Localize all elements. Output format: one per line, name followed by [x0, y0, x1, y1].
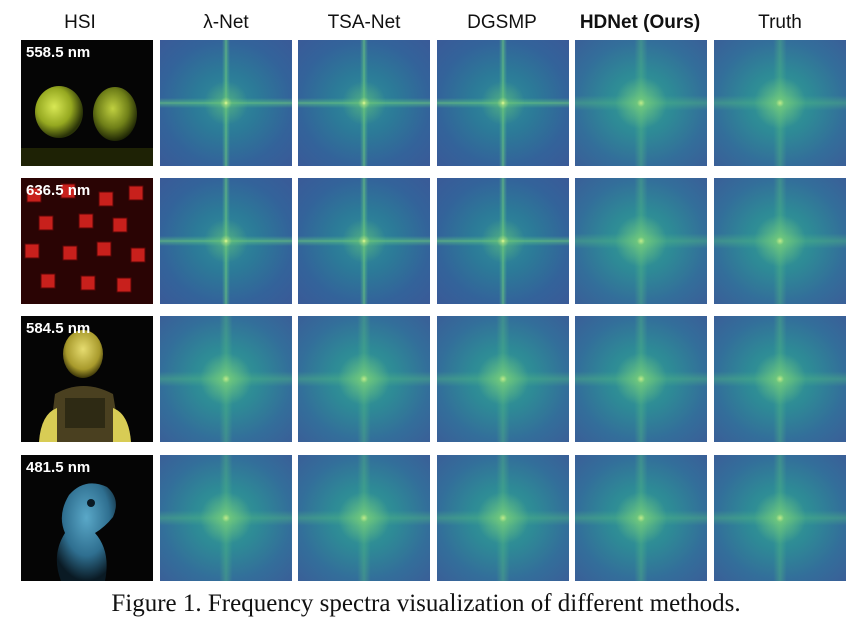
- spectrum-lambda-net-row1: [160, 40, 292, 166]
- spectrum-dgsmp-row2: [437, 178, 569, 304]
- spectrum-tsa-net-row2: [298, 178, 430, 304]
- spectrum-truth-row4: [714, 455, 846, 581]
- wavelength-label: 481.5 nm: [26, 459, 91, 476]
- spectrum-hdnet-row2: [575, 178, 707, 304]
- spectrum-tsa-net-row1: [298, 40, 430, 166]
- cubes-illustration: [21, 178, 153, 304]
- wavelength-label: 558.5 nm: [26, 44, 91, 61]
- spectrum-truth-row1: [714, 40, 846, 166]
- figurine-illustration: [39, 330, 131, 442]
- spectrum-dgsmp-row3: [437, 316, 569, 442]
- column-header-tsa-net: TSA-Net: [327, 12, 401, 33]
- spectrum-tsa-net-row3: [298, 316, 430, 442]
- wavelength-label: 584.5 nm: [26, 320, 91, 337]
- column-header-truth: Truth: [758, 12, 802, 33]
- column-header-hdnet: HDNet (Ours): [579, 12, 701, 33]
- column-header-dgsmp: DGSMP: [467, 12, 537, 33]
- hsi-image-cubes: 636.5 nm: [21, 178, 153, 304]
- spectrum-lambda-net-row3: [160, 316, 292, 442]
- spectrum-hdnet-row3: [575, 316, 707, 442]
- spectrum-dgsmp-row1: [437, 40, 569, 166]
- figure-caption: Figure 1. Frequency spectra visualizatio…: [111, 590, 741, 617]
- hsi-image-merlion: 481.5 nm: [21, 455, 153, 581]
- column-header-hsi: HSI: [64, 12, 96, 33]
- hsi-image-fruits: 558.5 nm: [21, 40, 153, 166]
- spectrum-dgsmp-row4: [437, 455, 569, 581]
- fruit-illustration: [21, 86, 153, 166]
- spectrum-hdnet-row4: [575, 455, 707, 581]
- spectrum-lambda-net-row4: [160, 455, 292, 581]
- spectrum-truth-row2: [714, 178, 846, 304]
- column-header-lambda-net: λ-Net: [203, 12, 249, 33]
- hsi-image-figurine: 584.5 nm: [21, 316, 153, 442]
- spectrum-truth-row3: [714, 316, 846, 442]
- merlion-illustration: [56, 483, 116, 581]
- spectrum-hdnet-row1: [575, 40, 707, 166]
- spectrum-lambda-net-row2: [160, 178, 292, 304]
- spectrum-tsa-net-row4: [298, 455, 430, 581]
- wavelength-label: 636.5 nm: [26, 182, 91, 199]
